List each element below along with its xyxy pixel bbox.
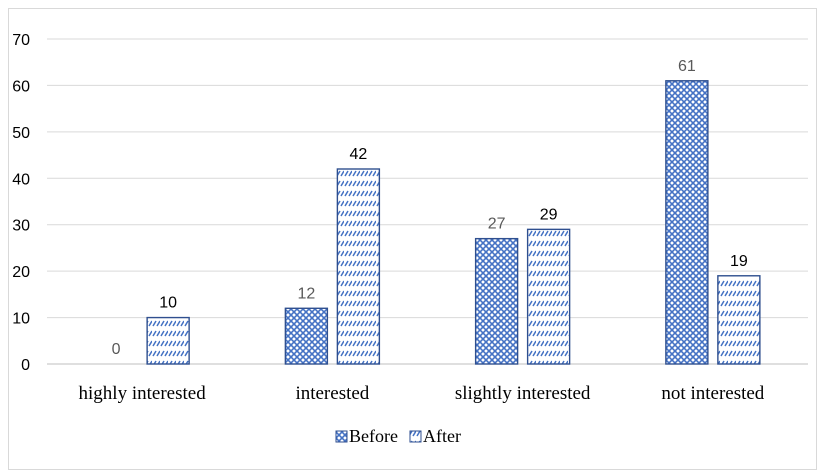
data-label-before: 27 (488, 216, 506, 233)
legend-label-before: Before (349, 426, 398, 446)
legend-label-after: After (423, 426, 461, 446)
category-label: slightly interested (455, 383, 591, 404)
data-label-after: 42 (349, 146, 367, 163)
legend-swatch-after (409, 430, 422, 443)
legend-swatch-before (335, 430, 348, 443)
data-label-after: 10 (159, 295, 177, 312)
category-label: interested (295, 383, 369, 404)
bar-after (717, 275, 761, 365)
data-label-after: 19 (730, 253, 748, 270)
y-tick-label: 10 (12, 311, 30, 328)
bar-after (336, 168, 381, 365)
data-label-before: 61 (678, 58, 696, 75)
y-tick-label: 60 (12, 78, 30, 95)
data-label-before: 0 (112, 341, 121, 358)
bar-after (146, 316, 190, 365)
y-tick-label: 20 (12, 264, 30, 281)
bar-before (665, 80, 709, 365)
y-tick-label: 40 (12, 171, 30, 188)
bar-before (284, 307, 329, 365)
y-tick-label: 70 (12, 32, 30, 49)
data-label-before: 12 (297, 285, 315, 302)
category-label: not interested (661, 383, 764, 404)
data-label-after: 29 (540, 206, 558, 223)
y-tick-label: 0 (21, 357, 30, 374)
category-label: highly interested (79, 383, 207, 404)
y-tick-label: 50 (12, 125, 30, 142)
bar-before (474, 237, 519, 365)
y-tick-label: 30 (12, 218, 30, 235)
bar-after (526, 228, 571, 365)
